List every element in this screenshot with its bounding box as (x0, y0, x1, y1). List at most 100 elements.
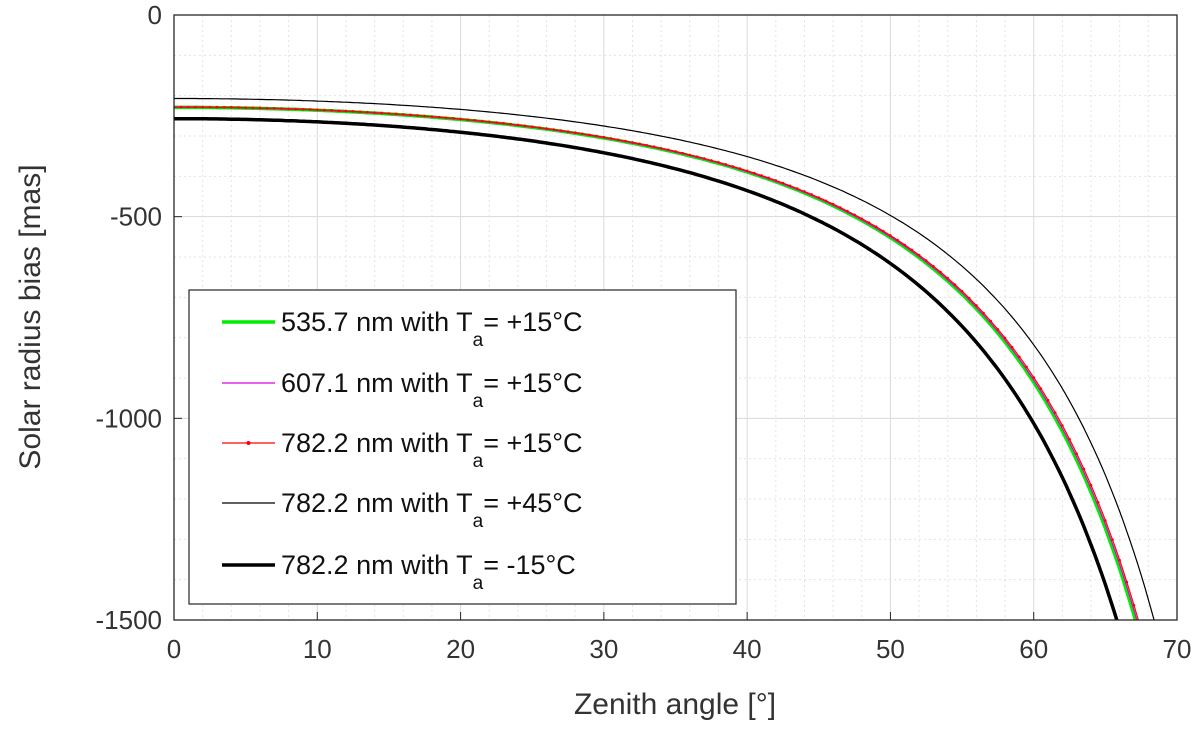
series-marker (989, 319, 993, 323)
series-marker (595, 134, 598, 138)
series-marker (552, 128, 556, 131)
series-marker (323, 108, 326, 112)
series-marker (810, 193, 813, 196)
series-marker (953, 283, 957, 286)
series-marker (387, 112, 391, 115)
series-marker (351, 110, 355, 113)
y-tick-label: -500 (110, 202, 162, 232)
series-marker (337, 109, 341, 113)
series-marker (1010, 345, 1014, 349)
series-marker (817, 196, 821, 199)
legend-label: 607.1 nm with Ta= +15°C (281, 368, 583, 412)
series-marker (996, 328, 1000, 331)
series-marker (394, 112, 398, 116)
series-marker (602, 135, 606, 139)
legend-marker (246, 441, 251, 445)
x-tick-label: 10 (303, 634, 332, 664)
series-marker (280, 107, 283, 110)
series-marker (366, 110, 369, 114)
series-marker (566, 130, 570, 133)
series-marker (401, 113, 405, 116)
series-marker (487, 120, 491, 124)
series-marker (702, 157, 706, 160)
legend-label: 782.2 nm with Ta= +45°C (281, 488, 583, 532)
series-marker (1068, 437, 1071, 441)
series-marker (1075, 452, 1078, 455)
series-marker (975, 304, 978, 307)
legend-item: 782.2 nm with Ta= +45°C (222, 488, 583, 532)
plot-frame (173, 14, 1178, 621)
series-layer (174, 97, 1155, 620)
series-marker (573, 131, 577, 134)
series-marker (1089, 483, 1093, 487)
series-marker (287, 107, 290, 111)
series-marker (502, 122, 505, 125)
y-tick-label: 0 (148, 0, 162, 30)
series-marker (1003, 336, 1007, 340)
series-marker (1104, 519, 1107, 522)
series-marker (437, 115, 441, 119)
series-marker (667, 148, 670, 152)
series-marker (760, 174, 763, 177)
series-marker (659, 146, 663, 150)
series-marker (609, 137, 613, 140)
series-marker (201, 105, 204, 109)
series-marker (315, 108, 319, 112)
series-marker (480, 119, 484, 123)
series-marker (889, 234, 892, 237)
series-marker (781, 181, 785, 185)
x-axis-label: Zenith angle [°] (574, 688, 776, 721)
x-tick-label: 40 (733, 634, 762, 664)
series-marker (237, 106, 240, 109)
legend-box (188, 289, 737, 605)
series-marker (616, 138, 620, 142)
series-marker (559, 129, 563, 132)
x-tick-label: 0 (167, 634, 181, 664)
series-line-4 (174, 97, 1155, 620)
series-marker (466, 118, 470, 121)
series-marker (179, 105, 183, 109)
series-marker (1053, 411, 1057, 414)
series-marker (545, 127, 548, 130)
series-marker (652, 145, 656, 149)
series-marker (867, 221, 871, 224)
series-marker (530, 125, 534, 129)
series-marker (788, 184, 792, 188)
series-marker (710, 159, 713, 162)
series-marker (301, 107, 305, 111)
series-marker (681, 151, 684, 155)
series-marker (932, 264, 935, 268)
series-marker (946, 276, 950, 280)
series-marker (688, 153, 692, 157)
series-marker (509, 122, 513, 126)
legend-item: 782.2 nm with Ta= +15°C (222, 428, 583, 472)
series-marker (187, 105, 190, 109)
series-marker (215, 105, 219, 109)
series-line-3 (174, 106, 1139, 620)
series-marker (717, 161, 720, 164)
series-marker (308, 108, 312, 111)
series-marker (724, 163, 727, 166)
series-marker (251, 106, 255, 110)
legend: 535.7 nm with Ta= +15°C 607.1 nm with Ta=… (188, 289, 737, 605)
series-marker (910, 248, 914, 252)
series-marker (373, 111, 376, 114)
series-marker (294, 107, 298, 111)
series-marker (881, 229, 885, 233)
series-marker (831, 202, 835, 206)
series-marker (624, 139, 627, 143)
x-tick-label: 30 (589, 634, 618, 664)
series-marker (194, 105, 197, 109)
series-marker (380, 111, 384, 115)
series-marker (674, 150, 677, 153)
series-marker (745, 169, 749, 173)
y-ticks: 0 -500 -1000 -1500 (96, 0, 182, 635)
series-marker (1118, 558, 1121, 562)
series-marker (924, 259, 928, 262)
series-marker (774, 179, 778, 182)
series-marker (244, 106, 247, 109)
legend-item: 535.7 nm with Ta= +15°C (222, 307, 583, 351)
series-marker (645, 143, 649, 147)
series-marker (939, 270, 942, 274)
x-tick-label: 60 (1019, 634, 1048, 664)
